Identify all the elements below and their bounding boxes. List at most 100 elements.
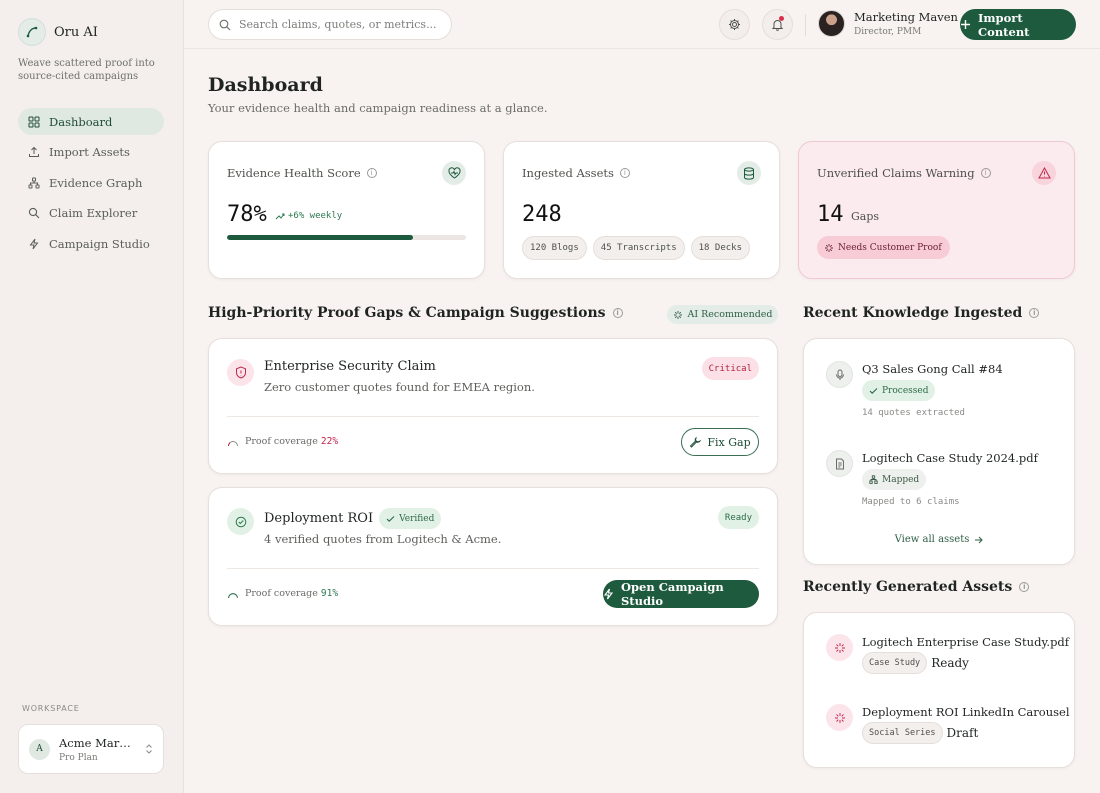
ai-recommended-badge: AI Recommended xyxy=(667,305,778,324)
health-delta-text: +6% weekly xyxy=(288,211,343,221)
lightning-icon xyxy=(28,238,40,250)
grid-icon xyxy=(28,116,40,128)
info-icon[interactable]: i xyxy=(612,308,623,318)
asset-status: Ready xyxy=(931,656,969,670)
section-title-text: Recent Knowledge Ingested xyxy=(803,305,1023,321)
asset-title: Logitech Case Study 2024.pdf xyxy=(862,451,1038,465)
network-icon xyxy=(28,177,40,189)
asset-title: Deployment ROI LinkedIn Carousel xyxy=(862,705,1070,719)
divider xyxy=(227,416,759,417)
knowledge-card: Q3 Sales Gong Call #84 Processed 14 quot… xyxy=(803,338,1075,565)
sidebar-item-dashboard[interactable]: Dashboard xyxy=(18,108,164,135)
asset-meta-row: Social Series Draft xyxy=(862,722,978,744)
asset-title: Q3 Sales Gong Call #84 xyxy=(862,362,1003,376)
upload-icon xyxy=(28,146,40,158)
page-title: Dashboard xyxy=(208,74,323,96)
topbar: Marketing Maven Director, PMM Import Con… xyxy=(184,0,1100,49)
notification-dot xyxy=(779,16,784,21)
user-menu[interactable]: Marketing Maven Director, PMM xyxy=(818,10,958,37)
card-title: Evidence Health Score i xyxy=(227,166,377,180)
generated-section-title: Recently Generated Assets i xyxy=(803,579,1030,595)
open-campaign-studio-button[interactable]: Open Campaign Studio xyxy=(603,580,759,608)
user-name: Marketing Maven xyxy=(854,10,958,24)
notifications-button[interactable] xyxy=(762,9,793,40)
needs-proof-text: Needs Customer Proof xyxy=(838,242,942,253)
document-icon xyxy=(826,450,853,477)
ai-recommended-text: AI Recommended xyxy=(687,309,773,320)
shield-icon xyxy=(227,359,254,386)
wrench-icon xyxy=(689,436,702,448)
view-all-text: View all assets xyxy=(894,534,970,545)
needs-proof-badge: Needs Customer Proof xyxy=(817,236,950,259)
page-subtitle: Your evidence health and campaign readin… xyxy=(208,101,548,115)
microphone-icon xyxy=(826,361,853,388)
card-title-text: Ingested Assets xyxy=(522,166,614,180)
coverage-label: Proof coverage xyxy=(245,588,318,599)
gap-description: 4 verified quotes from Logitech & Acme. xyxy=(264,532,502,546)
sidebar-item-label: Import Assets xyxy=(49,145,130,160)
search-input[interactable] xyxy=(239,18,439,31)
badge-text: Processed xyxy=(882,385,929,396)
status-badge-ready: Ready xyxy=(717,506,759,529)
health-progress-bar xyxy=(227,235,466,240)
chip-blogs[interactable]: 120 Blogs xyxy=(522,236,587,260)
sidebar-item-campaign-studio[interactable]: Campaign Studio xyxy=(18,230,164,257)
card-title-text: Unverified Claims Warning xyxy=(817,166,975,180)
card-title: Ingested Assets i xyxy=(522,166,630,180)
gap-title: Enterprise Security Claim xyxy=(264,359,436,374)
chevron-up-down-icon xyxy=(145,743,153,755)
sidebar-item-import-assets[interactable]: Import Assets xyxy=(18,139,164,166)
open-campaign-studio-label: Open Campaign Studio xyxy=(621,580,724,608)
sparkle-icon xyxy=(673,310,683,320)
ingested-assets-card: Ingested Assets i 248 120 Blogs 45 Trans… xyxy=(503,141,780,279)
gauge-icon xyxy=(227,437,239,447)
asset-type-tag: Social Series xyxy=(862,722,943,744)
gap-card-deployment-roi: Deployment ROI Verified 4 verified quote… xyxy=(208,487,778,626)
gauge-icon xyxy=(227,589,239,599)
health-delta: +6% weekly xyxy=(275,211,342,221)
workspace-name: Acme Marketing xyxy=(59,735,135,750)
asset-title: Logitech Enterprise Case Study.pdf xyxy=(862,635,1070,649)
lightning-icon xyxy=(603,588,614,600)
gap-title: Deployment ROI xyxy=(264,511,374,526)
status-badge-critical: Critical xyxy=(701,357,759,380)
sidebar-item-label: Campaign Studio xyxy=(49,236,150,251)
info-icon[interactable]: i xyxy=(1029,308,1040,318)
sidebar: Oru AI Weave scattered proof into source… xyxy=(0,0,184,793)
coverage-label: Proof coverage xyxy=(245,436,318,447)
user-role: Director, PMM xyxy=(854,27,922,37)
chip-transcripts[interactable]: 45 Transcripts xyxy=(592,236,685,260)
fix-gap-label: Fix Gap xyxy=(707,435,751,449)
search-icon xyxy=(28,207,40,219)
check-icon xyxy=(869,387,878,395)
gap-card-enterprise-security: Enterprise Security Claim Zero customer … xyxy=(208,338,778,474)
chip-decks[interactable]: 18 Decks xyxy=(690,236,750,260)
workspace-switcher[interactable]: A Acme Marketing Pro Plan xyxy=(18,724,164,774)
sidebar-item-claim-explorer[interactable]: Claim Explorer xyxy=(18,200,164,227)
info-icon[interactable]: i xyxy=(1019,582,1030,592)
gap-description: Zero customer quotes found for EMEA regi… xyxy=(264,380,535,394)
divider xyxy=(227,568,759,569)
sidebar-item-evidence-graph[interactable]: Evidence Graph xyxy=(18,169,164,196)
view-all-assets-link[interactable]: View all assets xyxy=(804,534,1074,545)
arrow-right-icon xyxy=(974,536,984,544)
fix-gap-button[interactable]: Fix Gap xyxy=(681,428,759,456)
info-icon[interactable]: i xyxy=(980,168,991,178)
search-bar[interactable] xyxy=(208,9,452,40)
settings-button[interactable] xyxy=(719,9,750,40)
section-title-text: Recently Generated Assets xyxy=(803,579,1013,595)
info-icon[interactable]: i xyxy=(366,168,377,178)
gaps-section-title: High-Priority Proof Gaps & Campaign Sugg… xyxy=(208,305,623,321)
asset-meta: 14 quotes extracted xyxy=(862,408,965,418)
app-tagline: Weave scattered proof into source-cited … xyxy=(18,58,155,82)
import-content-button[interactable]: Import Content xyxy=(960,9,1076,40)
info-icon[interactable]: i xyxy=(619,168,630,178)
workspace-plan: Pro Plan xyxy=(59,752,98,763)
processed-badge: Processed xyxy=(862,380,936,401)
health-progress-fill xyxy=(227,235,414,240)
brand[interactable]: Oru AI xyxy=(18,18,98,46)
gaps-unit: Gaps xyxy=(851,210,880,223)
section-title-text: High-Priority Proof Gaps & Campaign Sugg… xyxy=(208,305,606,321)
coverage-value: 91% xyxy=(320,588,339,599)
evidence-health-card: Evidence Health Score i 78% +6% weekly xyxy=(208,141,485,279)
